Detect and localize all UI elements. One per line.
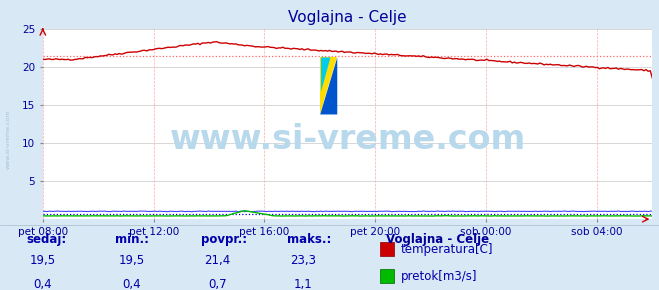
Text: 19,5: 19,5 — [30, 254, 56, 267]
Text: min.:: min.: — [115, 233, 150, 246]
Text: 0,4: 0,4 — [123, 278, 141, 290]
Bar — [380, 242, 394, 256]
Text: sedaj:: sedaj: — [26, 233, 67, 246]
Text: 0,4: 0,4 — [34, 278, 52, 290]
Text: 21,4: 21,4 — [204, 254, 231, 267]
Bar — [380, 269, 394, 284]
Text: maks.:: maks.: — [287, 233, 331, 246]
Text: 1,1: 1,1 — [294, 278, 312, 290]
Text: 23,3: 23,3 — [290, 254, 316, 267]
Text: temperatura[C]: temperatura[C] — [401, 243, 493, 256]
Text: povpr.:: povpr.: — [201, 233, 247, 246]
Polygon shape — [320, 57, 337, 115]
Text: 19,5: 19,5 — [119, 254, 145, 267]
Text: pretok[m3/s]: pretok[m3/s] — [401, 270, 477, 283]
Text: www.si-vreme.com: www.si-vreme.com — [169, 123, 526, 156]
Polygon shape — [321, 57, 330, 92]
Text: Voglajna - Celje: Voglajna - Celje — [386, 233, 488, 246]
Title: Voglajna - Celje: Voglajna - Celje — [288, 10, 407, 25]
Text: 0,7: 0,7 — [208, 278, 227, 290]
Polygon shape — [320, 57, 337, 115]
Text: www.si-vreme.com: www.si-vreme.com — [5, 109, 11, 169]
